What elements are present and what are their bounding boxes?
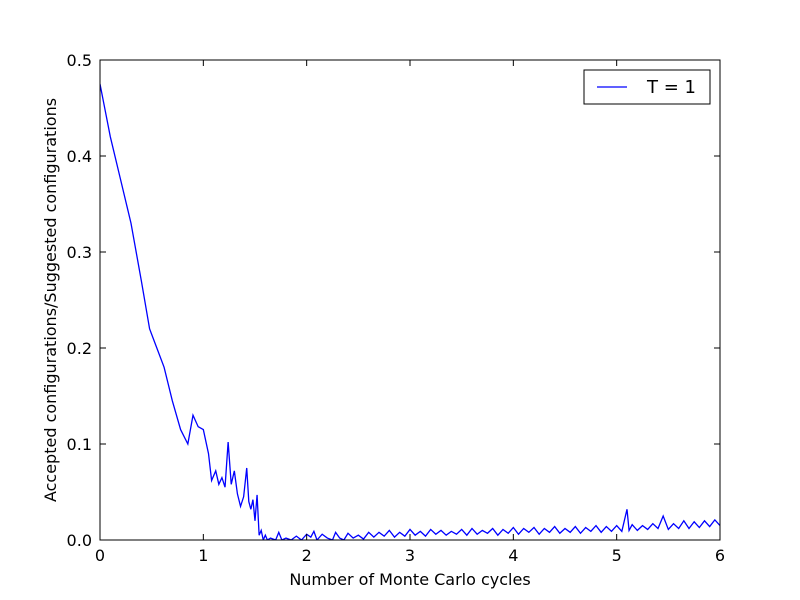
x-axis-ticks: 0 1 2 3 4 5 6 [95, 60, 725, 565]
x-axis-label: Number of Monte Carlo cycles [289, 570, 530, 589]
plot-frame [99, 59, 721, 541]
y-axis-label: Accepted configurations/Suggested config… [41, 98, 60, 502]
y-tick-label: 0.0 [67, 531, 92, 550]
y-axis-ticks: 0.0 0.1 0.2 0.3 0.4 0.5 [67, 51, 720, 550]
x-tick-label: 3 [405, 546, 415, 565]
legend-label-t-1: T = 1 [646, 77, 696, 98]
y-tick-label: 0.5 [67, 51, 92, 70]
x-tick-label: 0 [95, 546, 105, 565]
x-tick-label: 4 [508, 546, 518, 565]
plot-area [99, 59, 721, 541]
y-tick-label: 0.4 [67, 147, 92, 166]
y-tick-label: 0.2 [67, 339, 92, 358]
x-tick-label: 5 [612, 546, 622, 565]
x-tick-label: 1 [198, 546, 208, 565]
y-tick-label: 0.3 [67, 243, 92, 262]
y-tick-label: 0.1 [67, 435, 92, 454]
legend: T = 1 [583, 69, 711, 105]
x-tick-label: 6 [715, 546, 725, 565]
x-tick-label: 2 [302, 546, 312, 565]
series-line-t-1 [100, 83, 720, 540]
